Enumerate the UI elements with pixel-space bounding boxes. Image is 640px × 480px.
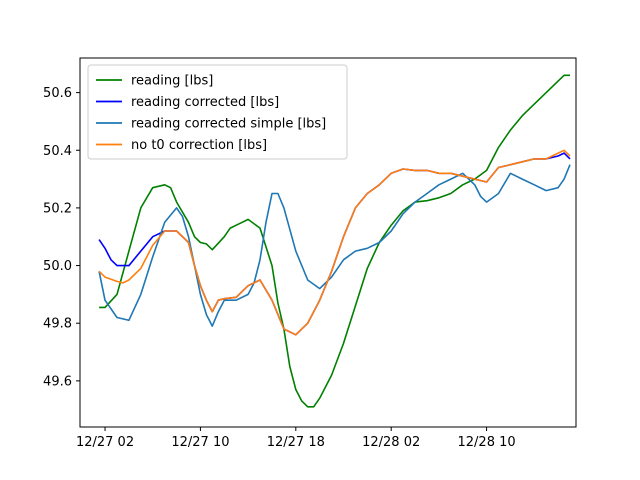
x-tick-label: 12/27 02: [76, 435, 134, 450]
y-tick-label: 50.0: [43, 259, 72, 274]
legend: reading [lbs] reading corrected [lbs] read…: [87, 64, 348, 160]
legend-box: [87, 64, 348, 160]
series-line-1: [99, 74, 570, 408]
legend-label-4: no t0 correction [lbs]: [131, 138, 267, 153]
x-tick-label: 12/28 02: [362, 435, 420, 450]
y-tick-label: 50.6: [43, 86, 72, 101]
y-tick-label: 49.8: [43, 317, 72, 332]
series-layer: [98, 74, 571, 408]
y-axis: 49.6 49.8 50.0 50.2 50.4 50.6: [43, 86, 80, 389]
x-tick-label: 12/27 18: [267, 435, 325, 450]
legend-label-3: reading corrected simple [lbs]: [131, 117, 326, 132]
y-tick-label: 50.2: [43, 201, 72, 216]
legend-label-2: reading corrected [lbs]: [131, 95, 279, 110]
legend-label-1: reading [lbs]: [131, 74, 213, 89]
y-tick-label: 50.4: [43, 144, 72, 159]
x-axis: 12/27 02 12/27 10 12/27 18 12/28 02 12/28 10: [76, 427, 516, 450]
x-tick-label: 12/28 10: [458, 435, 516, 450]
series-line-4: [98, 149, 571, 336]
series-line-3: [98, 164, 571, 327]
plot-frame: [79, 57, 577, 428]
series-line-2: [98, 152, 571, 336]
x-tick-label: 12/27 10: [171, 435, 229, 450]
y-tick-label: 49.6: [43, 374, 72, 389]
